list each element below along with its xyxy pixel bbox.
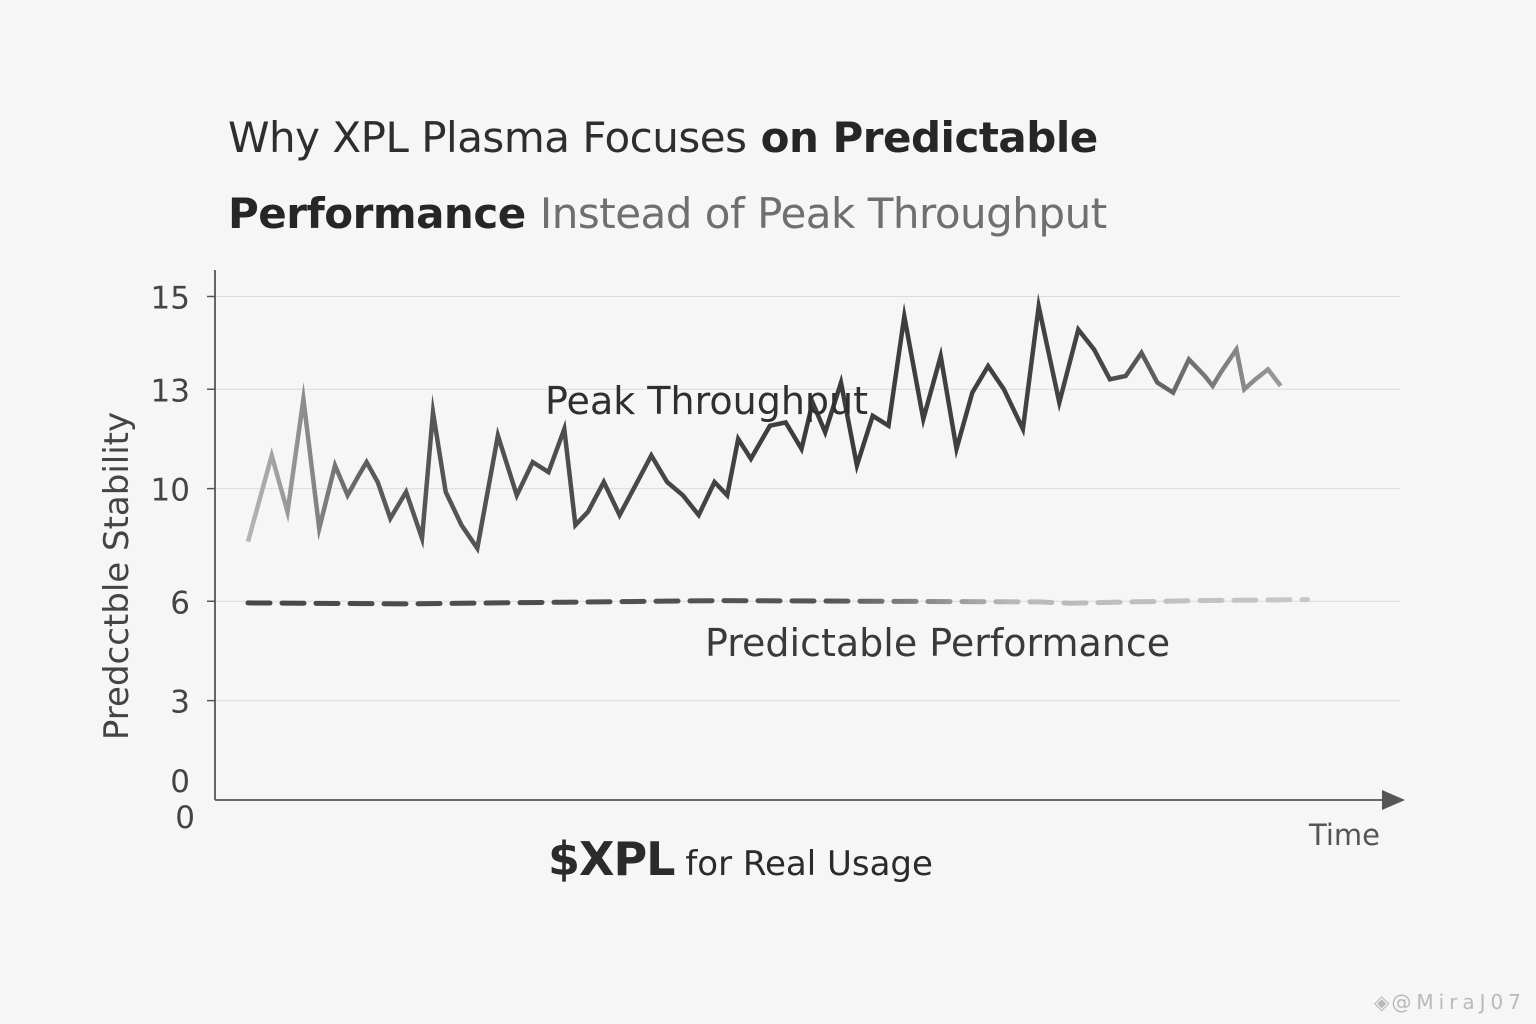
axes: Time Predcctble Stability: [97, 270, 1405, 852]
title-line2-light: Instead of Peak Throughput: [539, 189, 1107, 238]
footer-brand: $XPL: [548, 832, 675, 886]
y-tick-label: 6: [170, 585, 190, 621]
predictable-performance-label: Predictable Performance: [705, 621, 1170, 665]
chart-title: Why XPL Plasma Focuses on Predictable Pe…: [228, 100, 1228, 252]
title-line1-bold: on Predictable: [760, 113, 1099, 162]
x-axis-arrow: [1382, 790, 1405, 810]
y-tick-labels: 0 3 6 10 13 15 0: [151, 281, 195, 837]
y-tick-label: 0: [170, 764, 190, 800]
title-line2-bold: Performance: [228, 189, 526, 238]
predictable-performance-line: [245, 597, 1311, 607]
x-axis-label: Time: [1308, 818, 1380, 852]
title-line1-light: Why XPL Plasma Focuses: [228, 113, 747, 162]
diamond-logo-icon: ◈: [1373, 990, 1390, 1014]
y-tick-label: 10: [151, 473, 190, 509]
watermark-text: @MiraJ07: [1391, 990, 1526, 1014]
series-lines: [245, 293, 1311, 607]
y-tick-label: 13: [151, 373, 190, 409]
y-tick-label: 15: [151, 281, 190, 317]
y-tick-label: 3: [170, 685, 190, 721]
y-axis-label: Predcctble Stability: [97, 412, 137, 740]
watermark: ◈ @MiraJ07: [1374, 990, 1526, 1014]
footer-text: for Real Usage: [685, 844, 933, 884]
peak-throughput-label: Peak Throughput: [545, 379, 868, 423]
footer-caption: $XPL for Real Usage: [548, 832, 933, 886]
origin-label: 0: [175, 800, 195, 836]
series-labels: Peak Throughput Predictable Performance: [545, 379, 1170, 665]
peak-throughput-line: [245, 293, 1283, 555]
